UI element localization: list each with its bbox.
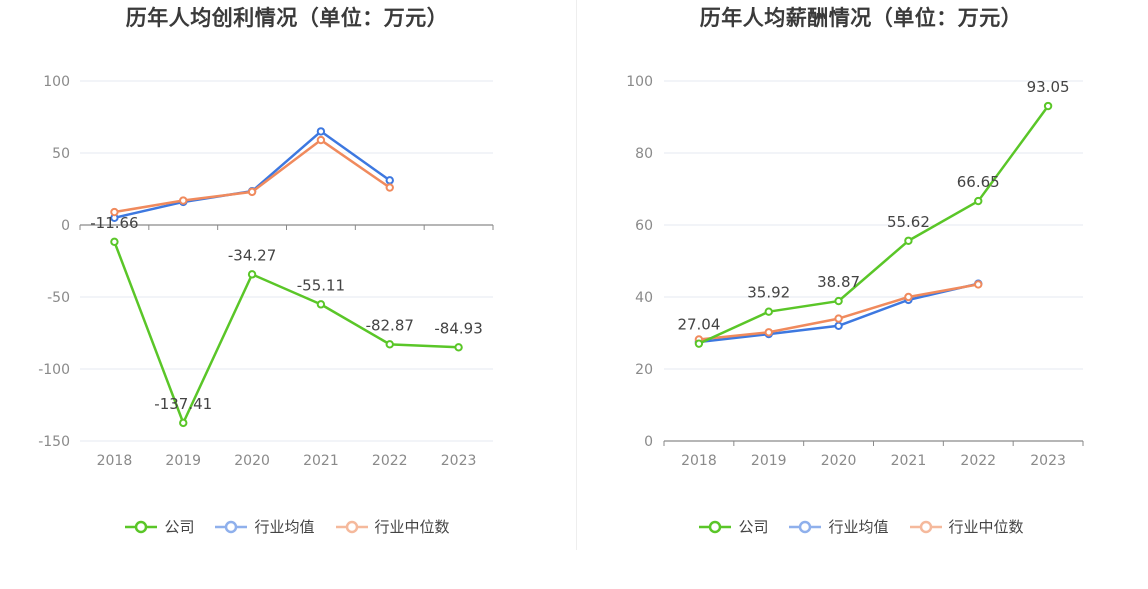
data-label: -82.87 (366, 316, 414, 334)
data-point-median[interactable] (247, 187, 257, 197)
x-tick-label: 2019 (165, 453, 201, 469)
y-tick-label: 0 (61, 218, 70, 234)
x-tick-label: 2021 (303, 453, 339, 469)
data-point-median[interactable] (764, 328, 773, 337)
legend-label-avg: 行业均值 (828, 518, 889, 536)
profit-line-chart: 100 50 0 -50 -100 -150 2018 2019 2020 2021 2022 202… (38, 74, 494, 469)
y-tick-label: 0 (644, 434, 653, 450)
chart-legend: 公司 行业均值 行业中位数 (0, 516, 574, 537)
legend-company-icon (125, 520, 158, 533)
data-label: 66.65 (957, 173, 1000, 191)
series-line-company (698, 105, 1050, 345)
data-point-company[interactable] (974, 196, 983, 206)
legend-item-avg[interactable]: 行业均值 (788, 516, 889, 537)
y-tick-label: 50 (52, 146, 70, 162)
y-tick-label: -50 (47, 290, 70, 306)
series-line-median (698, 283, 979, 341)
data-label: -137.41 (154, 395, 212, 413)
data-point-company[interactable] (1043, 101, 1053, 111)
legend-item-avg[interactable]: 行业均值 (214, 516, 315, 537)
data-label: 38.87 (817, 273, 860, 291)
data-point-company[interactable] (454, 343, 463, 352)
data-point-company[interactable] (110, 237, 119, 246)
x-tick-label: 2021 (891, 453, 927, 469)
data-point-median[interactable] (179, 196, 188, 205)
legend-company-icon (699, 520, 732, 533)
chart-title: 历年人均创利情况（单位：万元） (125, 6, 449, 30)
x-tick-label: 2022 (960, 453, 996, 469)
y-tick-label: 100 (626, 74, 653, 90)
x-tick-label: 2022 (372, 453, 408, 469)
y-tick-label: 20 (635, 362, 653, 378)
data-point-company[interactable] (834, 296, 843, 306)
y-tick-label: -150 (38, 434, 70, 450)
legend-label-median: 行业中位数 (374, 518, 450, 536)
x-tick-label: 2019 (751, 453, 787, 469)
legend-avg-icon (215, 520, 248, 533)
data-point-avg[interactable] (834, 321, 843, 330)
x-tick-label: 2023 (441, 453, 477, 469)
data-point-avg[interactable] (316, 127, 326, 136)
data-label: -84.93 (434, 319, 482, 337)
x-tick-label: 2023 (1030, 453, 1066, 469)
data-label: -55.11 (297, 276, 345, 294)
data-point-avg[interactable] (385, 176, 394, 185)
salary-chart-panel: 历年人均薪酬情况（单位：万元） 100 80 60 40 20 0 2018 2019 2020… (574, 0, 1148, 589)
chart-title: 历年人均薪酬情况（单位：万元） (699, 6, 1023, 30)
data-label: 93.05 (1027, 78, 1070, 96)
legend-label-median: 行业中位数 (948, 518, 1024, 536)
x-tick-label: 2018 (681, 453, 717, 469)
data-point-company[interactable] (904, 236, 913, 245)
data-point-median[interactable] (974, 280, 983, 289)
legend-median-icon (335, 520, 368, 533)
data-point-median[interactable] (316, 135, 326, 145)
data-point-company[interactable] (316, 300, 326, 309)
data-point-median[interactable] (110, 207, 119, 217)
legend-label-avg: 行业均值 (254, 518, 315, 536)
data-point-company[interactable] (694, 339, 704, 348)
x-tick-label: 2020 (821, 453, 857, 469)
y-tick-label: -100 (38, 362, 70, 378)
legend-item-median[interactable]: 行业中位数 (909, 516, 1024, 537)
legend-item-median[interactable]: 行业中位数 (335, 516, 450, 537)
legend-label-company: 公司 (164, 518, 195, 536)
legend-label-company: 公司 (738, 518, 769, 536)
salary-line-chart: 100 80 60 40 20 0 2018 2019 2020 2021 2022 2023 27.0… (626, 74, 1084, 469)
data-point-median[interactable] (385, 183, 394, 192)
panel-divider (576, 0, 577, 550)
data-point-company[interactable] (179, 418, 188, 428)
chart-legend: 公司 行业均值 行业中位数 (574, 516, 1148, 537)
series-line-company (113, 241, 459, 425)
x-tick-label: 2018 (97, 453, 133, 469)
data-point-company[interactable] (764, 307, 773, 316)
legend-item-company[interactable]: 公司 (124, 516, 194, 537)
data-point-median[interactable] (904, 292, 913, 302)
legend-median-icon (909, 520, 942, 533)
legend-avg-icon (789, 520, 822, 533)
y-tick-label: 60 (635, 218, 653, 234)
y-tick-label: 100 (43, 74, 70, 90)
y-tick-label: 80 (635, 146, 653, 162)
data-point-company[interactable] (385, 340, 394, 349)
data-point-median[interactable] (834, 314, 843, 323)
data-label: -11.66 (90, 214, 138, 232)
y-tick-label: 40 (635, 290, 653, 306)
data-label: -34.27 (228, 246, 276, 264)
x-tick-label: 2020 (234, 453, 270, 469)
data-label: 35.92 (747, 284, 790, 302)
data-point-company[interactable] (247, 270, 257, 279)
profit-chart-panel: 历年人均创利情况（单位：万元） 100 50 0 -50 -100 -150 2018 201… (0, 6, 574, 537)
data-label: 27.04 (677, 316, 720, 334)
data-label: 55.62 (887, 213, 930, 231)
legend-item-company[interactable]: 公司 (698, 516, 768, 537)
